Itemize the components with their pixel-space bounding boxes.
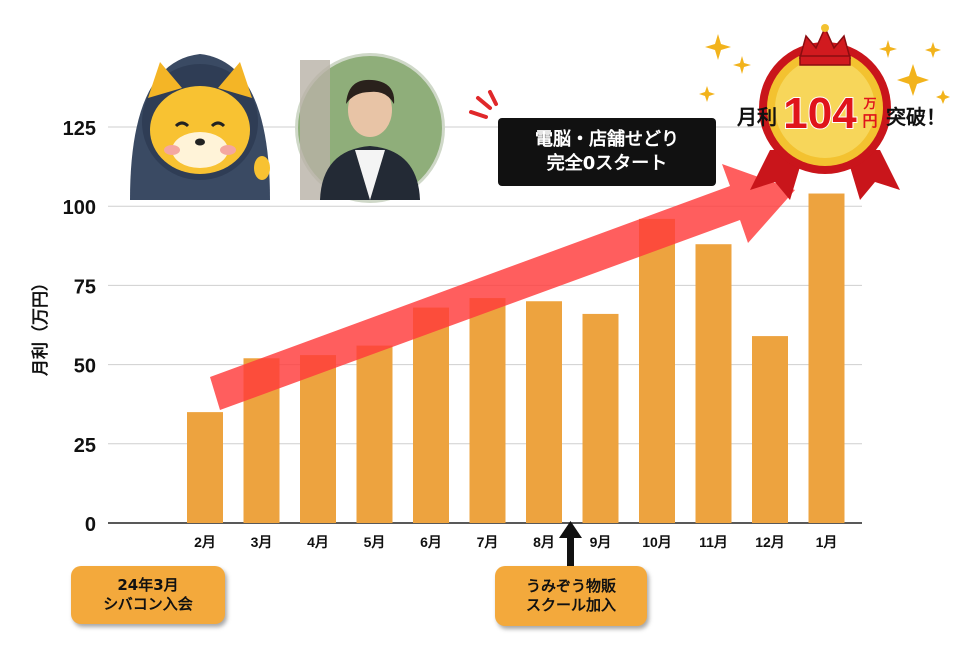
bar-5月 (356, 345, 393, 523)
headline-line-2: 完全0スタート (546, 153, 668, 174)
bar-8月 (526, 301, 562, 523)
badge-suffix: 突破！ (886, 105, 946, 129)
x-tick-label: 5月 (364, 534, 386, 550)
x-tick-label: 12月 (755, 534, 785, 550)
bar-4月 (300, 355, 336, 523)
note-line-1: うみぞう物販 (525, 577, 616, 595)
bar-7月 (469, 298, 506, 523)
y-axis-label: 月利（万円） (30, 274, 50, 377)
x-tick-label: 11月 (699, 534, 728, 550)
x-tick-label: 7月 (477, 534, 499, 550)
note-line-2: スクール加入 (525, 596, 616, 614)
bar-12月 (752, 336, 788, 523)
badge-number: 104 (783, 89, 857, 138)
y-tick-label: 75 (74, 276, 96, 298)
badge-unit-top: 万 (862, 96, 876, 111)
x-tick-label: 10月 (642, 534, 672, 550)
y-tick-label: 0 (85, 514, 96, 536)
bar-2月 (187, 412, 223, 523)
person-photo-icon (295, 53, 445, 203)
attention-mark-icon (469, 90, 498, 119)
headline-box: 電脳・店舗せどり 完全0スタート (498, 118, 716, 186)
badge-prefix: 月利 (736, 106, 777, 129)
badge-unit-bottom: 円 (862, 113, 877, 130)
x-tick-label: 9月 (590, 534, 612, 550)
bar-1月 (808, 193, 845, 523)
shiba-dog-hoodie-icon (130, 54, 270, 200)
bar-9月 (582, 313, 619, 523)
x-tick-label: 1月 (816, 534, 838, 550)
y-tick-label: 125 (63, 118, 96, 140)
x-tick-label: 4月 (307, 534, 329, 550)
y-tick-label: 50 (74, 356, 96, 378)
event-up-arrow (559, 521, 582, 575)
x-tick-label: 3月 (251, 534, 273, 550)
headline-line-1: 電脳・店舗せどり (535, 129, 679, 150)
note-line-1: 24年3月 (117, 576, 179, 594)
crown-icon (799, 24, 851, 66)
join-umizou-school-note: うみぞう物販 スクール加入 (495, 566, 647, 626)
x-tick-label: 2月 (194, 534, 216, 550)
bar-10月 (639, 218, 675, 523)
y-tick-label: 100 (63, 197, 96, 219)
note-line-2: シバコン入会 (103, 595, 193, 613)
bar-6月 (413, 307, 449, 523)
trend-arrow (210, 164, 795, 410)
gold-medal-icon (750, 42, 900, 200)
x-tick-label: 6月 (420, 534, 442, 550)
join-shibacon-note: 24年3月 シバコン入会 (71, 566, 225, 624)
x-tick-label: 8月 (533, 534, 555, 550)
y-tick-label: 25 (74, 435, 96, 457)
sparkle-icons (699, 34, 950, 104)
bar-11月 (695, 244, 732, 523)
